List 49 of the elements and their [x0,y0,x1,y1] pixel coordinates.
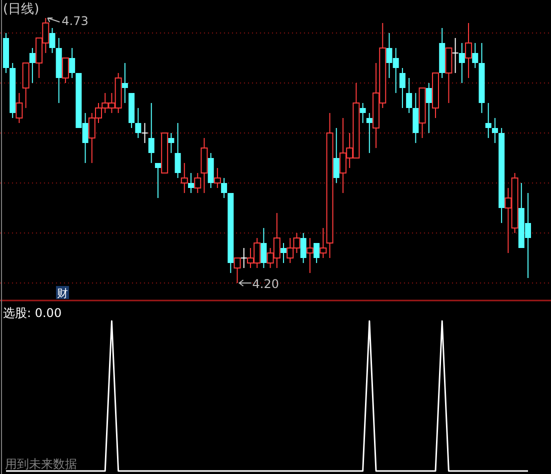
candlestick [465,22,472,78]
candlestick [439,28,446,78]
candlestick [174,122,181,178]
candlestick [280,242,287,264]
candlestick [360,102,366,124]
candlestick [452,38,458,74]
candlestick [485,102,492,138]
candlestick [180,162,188,194]
candlestick [214,168,221,188]
chart-title: 选股: 0.00 [3,306,62,320]
candlestick [240,248,247,268]
candlestick [188,172,194,194]
candlestick [122,62,128,104]
candlestick [426,82,432,134]
candlestick [135,108,142,138]
candlestick [10,62,16,118]
candlestick [208,152,214,188]
candlestick [333,128,340,184]
candlestick [399,68,406,108]
candlestick [16,92,23,124]
candlestick [49,28,56,54]
candlestick [478,42,485,114]
text: 财 [57,287,68,300]
candlestick [3,32,9,74]
annotation: 4.73 [62,14,88,28]
candlestick [320,228,327,258]
annotation: 用到未来数据 [5,457,77,471]
candlestick [260,228,267,268]
candlestick [200,138,208,194]
candlestick [412,92,419,144]
annotation: 4.20 [252,277,279,291]
candlestick [492,118,498,144]
candlestick [142,122,148,144]
candlestick [472,42,478,68]
chart-title: (日线) [3,2,40,17]
candlestick [168,132,174,154]
candlestick [148,102,154,164]
candlestick [69,48,76,78]
candlestick [56,38,62,104]
candlestick [326,112,334,258]
candlestick [221,178,228,198]
candlestick [300,232,306,264]
candlestick [498,128,505,224]
candlestick [29,48,36,84]
candlestick [306,238,314,274]
candlestick [406,78,412,114]
candlestick [194,172,202,194]
candlestick [458,42,465,84]
candlestick [366,112,372,154]
